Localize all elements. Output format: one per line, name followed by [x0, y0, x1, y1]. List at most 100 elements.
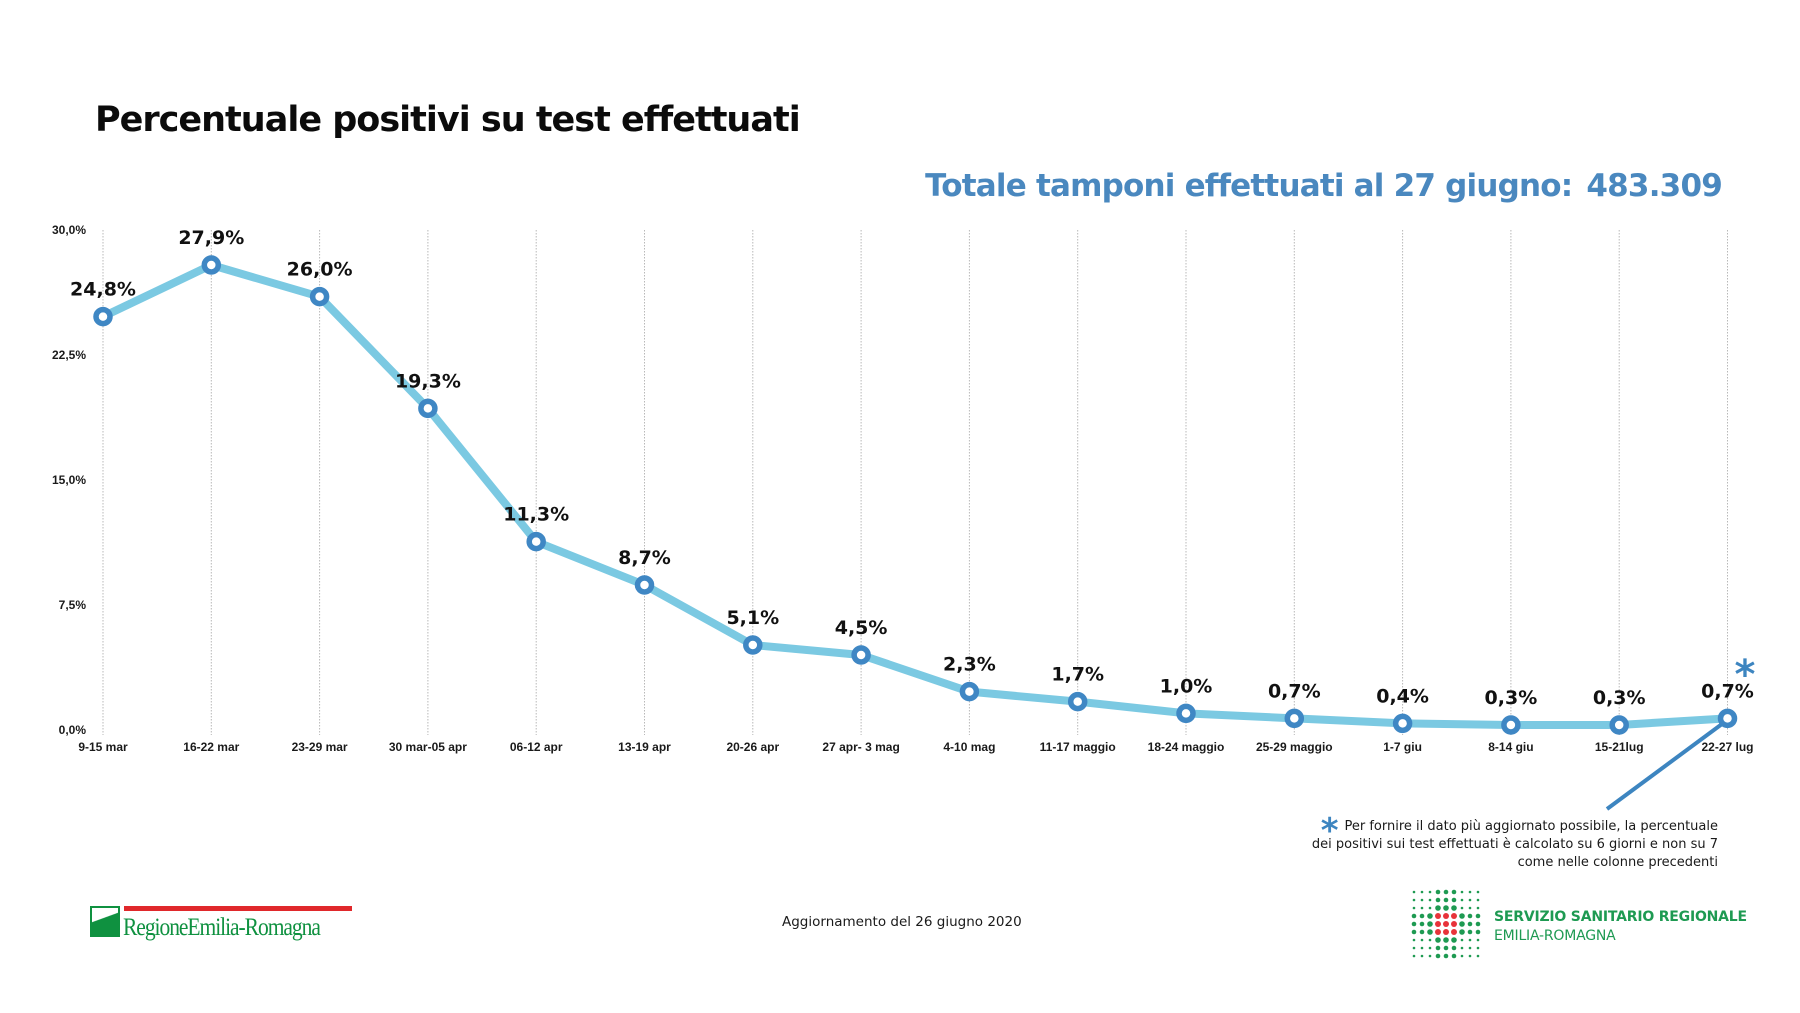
logo-dot	[1412, 954, 1416, 958]
logo-dot	[1468, 954, 1472, 958]
logo-dot	[1443, 905, 1449, 911]
logo-dot	[1419, 929, 1425, 935]
data-label: 11,3%	[503, 504, 569, 526]
region-flag-icon	[90, 906, 120, 937]
x-axis-ticks: 9-15 mar 16-22 mar 23-29 mar 30 mar-05 apr 0…	[78, 740, 1753, 754]
data-point	[1284, 708, 1305, 729]
data-point	[959, 681, 980, 702]
y-tick-label: 30,0%	[52, 223, 86, 237]
logo-dot	[1468, 946, 1472, 950]
logo-dot	[1427, 913, 1433, 919]
logo-dot	[1412, 938, 1416, 942]
logo-dot	[1443, 889, 1449, 895]
data-label: 0,3%	[1593, 687, 1646, 709]
x-tick-label: 15-21lug	[1595, 740, 1644, 754]
logo-dot	[1476, 938, 1480, 942]
logo-dot	[1451, 921, 1457, 927]
logo-dot	[1428, 890, 1432, 894]
logo-dot	[1427, 921, 1433, 927]
logo-dot	[1428, 898, 1432, 902]
logo-dot	[1435, 913, 1441, 919]
data-label: 0,7%	[1701, 680, 1754, 702]
x-tick-label: 4-10 mag	[943, 740, 995, 754]
logo-dot	[1468, 938, 1472, 942]
x-tick-label: 20-26 apr	[726, 740, 779, 754]
logo-dot	[1427, 929, 1433, 935]
logo-dot	[1467, 921, 1473, 927]
data-label: 4,5%	[835, 617, 888, 639]
update-date: Aggiornamento del 26 giugno 2020	[782, 914, 1022, 930]
total-tests-label: Totale tamponi effettuati al 27 giugno:	[925, 168, 1573, 204]
logo-dot	[1460, 898, 1464, 902]
logo-dot	[1411, 913, 1417, 919]
data-point	[1176, 703, 1196, 724]
logo-dot	[1476, 906, 1480, 910]
logo-dot	[1443, 897, 1449, 903]
footnote-line-3: come nelle colonne precedenti	[1517, 855, 1718, 870]
x-tick-label: 06-12 apr	[510, 740, 563, 754]
x-tick-label: 13-19 apr	[618, 740, 671, 754]
footnote: * Per fornire il dato più aggiornato poss…	[1248, 814, 1719, 872]
data-point	[1717, 708, 1738, 729]
data-point	[526, 531, 546, 552]
logo-dot	[1435, 921, 1441, 927]
data-label: 0,7%	[1268, 680, 1321, 702]
logo-dot	[1428, 954, 1432, 958]
x-tick-label: 8-14 giu	[1488, 740, 1533, 754]
data-point	[1501, 715, 1521, 735]
x-tick-label: 9-15 mar	[78, 740, 128, 754]
logo-dot	[1420, 954, 1424, 958]
logo-dot	[1460, 946, 1464, 950]
logo-dot	[1460, 938, 1464, 942]
logo-dot	[1435, 905, 1441, 911]
x-tick-label: 16-22 mar	[183, 740, 239, 754]
x-tick-label: 25-29 maggio	[1256, 740, 1333, 754]
data-label: 1,0%	[1160, 675, 1213, 697]
series-line	[99, 261, 1732, 729]
data-label: 0,3%	[1485, 687, 1538, 709]
logo-dot	[1443, 929, 1449, 935]
data-label: 5,1%	[726, 607, 779, 629]
logo-dot	[1476, 946, 1480, 950]
logo-dot	[1443, 921, 1449, 927]
logo-dot	[1476, 890, 1480, 894]
data-markers	[93, 255, 1738, 735]
data-label: 0,4%	[1376, 685, 1429, 707]
data-point	[201, 255, 222, 275]
ssr-name-line-1: SERVIZIO SANITARIO REGIONALE	[1494, 909, 1747, 925]
data-labels: 24,8% 27,9% 26,0% 19,3% 11,3% 8,7% 5,1% 4,5% 2,3…	[70, 227, 1754, 709]
data-label: 26,0%	[287, 259, 353, 281]
x-tick-label: 11-17 maggio	[1040, 740, 1116, 754]
logo-red-bar	[124, 906, 352, 911]
y-tick-label: 0,0%	[59, 723, 87, 737]
gridlines	[102, 230, 1728, 735]
logo-dot	[1435, 937, 1441, 943]
logo-dot	[1475, 921, 1481, 927]
footnote-line-1: Per fornire il dato più aggiornato possi…	[1344, 819, 1719, 834]
data-label: 2,3%	[943, 654, 996, 676]
logo-dot	[1443, 937, 1449, 943]
logo-dot	[1412, 898, 1416, 902]
logo-dot	[1459, 913, 1465, 919]
logo-dot	[1451, 953, 1457, 959]
data-point	[1392, 713, 1413, 734]
logo-dot	[1476, 898, 1480, 902]
logo-dot	[1428, 906, 1432, 910]
logo-dot	[1460, 954, 1464, 958]
region-name: RegioneEmilia-Romagna	[123, 914, 321, 941]
logo-dot	[1435, 889, 1441, 895]
logo-dot	[1420, 906, 1424, 910]
logo-dot	[1451, 937, 1457, 943]
footnote-line-2: dei positivi sui test effettuati è calco…	[1311, 837, 1718, 852]
logo-dot	[1451, 945, 1457, 951]
logo-dot	[1451, 913, 1457, 919]
logo-dot	[1428, 938, 1432, 942]
logo-dot	[1435, 953, 1441, 959]
annotation-pointer-line	[1605, 722, 1724, 811]
logo-dot	[1412, 906, 1416, 910]
logo-dot	[1468, 890, 1472, 894]
y-axis-ticks: 0,0% 7,5% 15,0% 22,5% 30,0%	[52, 223, 86, 737]
y-tick-label: 15,0%	[52, 473, 86, 487]
data-point	[743, 635, 763, 655]
